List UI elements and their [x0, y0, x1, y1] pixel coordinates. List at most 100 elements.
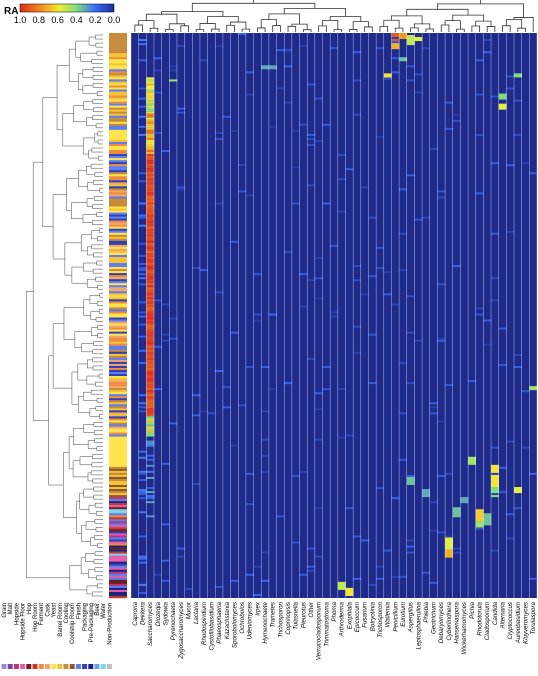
heatmap-cell	[368, 333, 377, 336]
sample-type-cell	[109, 432, 127, 435]
heatmap-cell	[146, 416, 155, 419]
row-dendrogram-branch	[98, 373, 103, 379]
heatmap-cell	[146, 293, 155, 296]
column-label: Kluyveromyces	[523, 602, 530, 644]
heatmap-cell	[452, 551, 461, 554]
heatmap-cell	[291, 129, 300, 132]
heatmap-cell	[146, 212, 155, 215]
sample-type-cell	[109, 99, 127, 102]
heatmap-cell	[146, 410, 155, 413]
row-dendrogram-branch	[96, 446, 103, 451]
row-dendrogram-branch	[81, 343, 94, 353]
heatmap-cell	[475, 521, 484, 530]
heatmap-cell	[406, 295, 415, 298]
sample-type-cell	[109, 567, 127, 570]
column-dendrogram-branch	[410, 27, 419, 32]
heatmap-cell	[146, 440, 155, 443]
sample-type-cell	[109, 85, 127, 88]
sample-type-cell	[109, 81, 127, 84]
sample-type-cell	[109, 535, 127, 538]
heatmap-cell	[146, 188, 155, 191]
heatmap-cell	[406, 545, 415, 548]
sample-type-cell	[109, 547, 127, 550]
heatmap-cell	[146, 372, 155, 375]
heatmap-cell	[422, 489, 431, 498]
sample-type-cell	[109, 426, 127, 429]
sample-type-cell	[109, 331, 127, 334]
heatmap-cell	[437, 531, 446, 534]
sample-type-cell	[109, 148, 127, 151]
heatmap-cell	[245, 503, 254, 506]
sample-type-cell	[109, 497, 127, 500]
heatmap-cell	[146, 269, 155, 272]
heatmap-cell	[299, 123, 308, 126]
row-dendrogram-branch	[69, 565, 87, 591]
heatmap-cell	[514, 353, 522, 356]
column-label: Saccharomyces	[147, 602, 154, 646]
heatmap-cell	[138, 361, 147, 364]
heatmap-cell	[146, 287, 155, 290]
heatmap-cell	[337, 178, 346, 181]
column-dendrogram-branch	[145, 13, 178, 24]
heatmap-cell	[445, 549, 454, 558]
sample-type-cell	[109, 295, 127, 298]
column-label: Geotrichum	[431, 602, 438, 634]
heatmap-cell	[307, 547, 316, 550]
row-group-label: Barrel Room	[58, 603, 64, 637]
sample-type-cell	[109, 478, 127, 482]
heatmap-cell	[153, 69, 162, 72]
heatmap-cell	[146, 365, 155, 368]
heatmap-cell	[314, 97, 323, 100]
heatmap-cell	[199, 410, 208, 413]
heatmap-cell	[146, 115, 155, 118]
heatmap-cell	[268, 65, 277, 70]
sample-type-cell	[109, 476, 127, 480]
sample-type-cell	[109, 259, 127, 262]
heatmap-cell	[514, 133, 522, 136]
heatmap-cell	[138, 557, 147, 560]
heatmap-cell	[138, 555, 147, 558]
sample-type-cell	[109, 267, 127, 270]
heatmap-cell	[307, 279, 316, 282]
heatmap-cell	[314, 438, 323, 441]
row-group-label: Finish	[76, 603, 82, 619]
column-label: Wallemia	[385, 601, 392, 627]
heatmap-cell	[138, 311, 147, 314]
row-dendrogram-branch	[83, 262, 97, 272]
heatmap-cell	[138, 450, 147, 453]
heatmap-cell	[238, 164, 247, 167]
heatmap-cell	[268, 125, 277, 128]
sample-type-cell	[109, 585, 127, 589]
sample-type-cell	[109, 593, 127, 597]
column-dendrogram-branch	[318, 25, 327, 32]
sample-type-cell	[109, 388, 127, 391]
heatmap-cell	[498, 466, 507, 469]
heatmap-cell	[222, 115, 231, 118]
heatmap-cell	[169, 65, 178, 68]
column-dendrogram-branch	[406, 8, 469, 16]
column-dendrogram-branch	[302, 29, 312, 32]
sample-type-cell	[109, 248, 127, 252]
heatmap-cell	[368, 382, 377, 385]
heatmap-cell	[146, 125, 155, 128]
sample-type-cell	[109, 242, 127, 246]
sample-type-cell	[109, 49, 127, 52]
heatmap-cell	[314, 507, 323, 510]
column-dendrogram-branch	[517, 27, 526, 32]
sample-type-cell	[109, 505, 127, 508]
sample-type-cell	[109, 301, 127, 304]
heatmap-cell	[330, 315, 339, 318]
heatmap-cell	[314, 408, 323, 411]
heatmap-cell	[498, 103, 507, 110]
row-group-swatch	[32, 664, 38, 669]
heatmap-cell	[146, 384, 155, 387]
heatmap-cell	[268, 388, 277, 391]
sample-type-cell	[109, 470, 127, 474]
heatmap-cell	[146, 341, 155, 344]
heatmap-cell	[146, 369, 155, 372]
sample-type-cell	[109, 69, 127, 72]
heatmap-cell	[138, 561, 147, 564]
heatmap-cell	[452, 119, 461, 122]
heatmap-cell	[238, 33, 247, 36]
heatmap-cell	[146, 148, 155, 151]
